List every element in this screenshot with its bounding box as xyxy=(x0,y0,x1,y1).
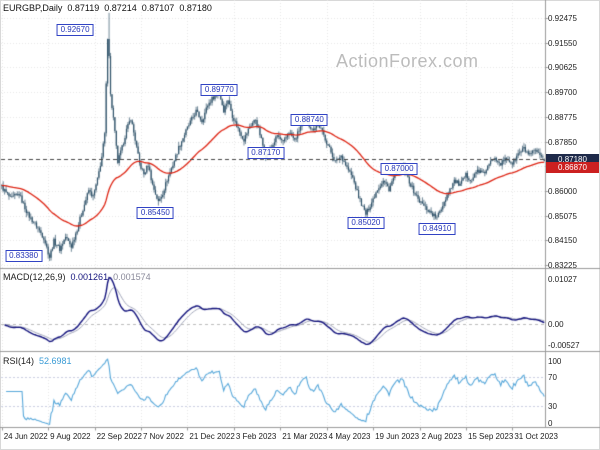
rsi-axis-label: 100 xyxy=(548,357,562,366)
quote-header: EURGBP,Daily 0.87119 0.87214 0.87107 0.8… xyxy=(3,3,212,13)
macd-indicator-name: MACD(12,26,9) xyxy=(3,272,66,282)
date-axis-label: 9 Aug 2022 xyxy=(50,432,91,441)
quote-high-value: 0.87214 xyxy=(104,3,137,13)
price-axis-label: 0.89700 xyxy=(548,88,577,98)
price-axis-label: 0.87850 xyxy=(548,137,577,147)
swing-price-annotation: 0.84910 xyxy=(418,223,456,235)
macd-axis-label: 0.01027 xyxy=(548,275,577,284)
swing-price-annotation: 0.85450 xyxy=(136,206,174,219)
swing-price-annotation: 0.85020 xyxy=(347,217,385,230)
price-axis-label: 0.92475 xyxy=(548,14,577,23)
price-axis-label: 0.84150 xyxy=(548,236,577,246)
rsi-indicator-name: RSI(14) xyxy=(3,356,35,366)
date-axis-label: 19 Jun 2023 xyxy=(375,432,420,441)
macd-panel-title: MACD(12,26,9) 0.001261 0.001574 xyxy=(3,272,151,282)
date-axis-label: 21 Dec 2022 xyxy=(189,432,235,441)
price-axis-label: 0.86000 xyxy=(548,186,577,196)
macd-main-value: 0.001261 xyxy=(70,272,109,282)
date-axis-label: 31 Oct 2023 xyxy=(514,432,558,441)
price-axis-label: 0.91550 xyxy=(548,38,577,48)
macd-axis-label: 0.00 xyxy=(548,320,564,330)
price-axis-label: 0.88775 xyxy=(548,112,577,122)
macd-axis-label: -0.00527 xyxy=(548,341,580,350)
date-axis-label: 22 Sep 2022 xyxy=(96,432,142,441)
date-axis-label: 7 Nov 2022 xyxy=(142,432,184,441)
date-axis-label: 4 May 2023 xyxy=(328,432,371,441)
rsi-axis-label: 70 xyxy=(548,373,557,383)
price-axis-label: 0.90625 xyxy=(548,63,577,73)
rsi-axis-label: 0 xyxy=(548,419,553,428)
watermark: ActionForex.com xyxy=(336,51,479,71)
price-axis-label: 0.83225 xyxy=(548,261,577,270)
rsi-panel-title: RSI(14) 52.6981 xyxy=(3,356,72,366)
swing-price-annotation: 0.88740 xyxy=(290,113,328,126)
symbol-timeframe-label: EURGBP,Daily xyxy=(3,3,63,13)
quote-low-value: 0.87107 xyxy=(141,3,175,13)
date-axis-label: 21 Mar 2023 xyxy=(282,432,328,441)
swing-price-annotation: 0.92670 xyxy=(56,23,94,36)
date-axis-label: 24 Jun 2022 xyxy=(3,432,48,441)
rsi-axis-label: 30 xyxy=(548,401,557,411)
moving-average-price-tag: 0.86870 xyxy=(546,162,599,174)
swing-price-annotation: 0.87000 xyxy=(380,163,418,176)
swing-price-annotation: 0.87170 xyxy=(247,146,285,159)
swing-price-annotation: 0.83380 xyxy=(5,249,43,262)
date-axis-label: 2 Aug 2023 xyxy=(421,432,462,441)
current-price-tag: 0.87180 xyxy=(546,153,599,165)
date-axis-label: 15 Sep 2023 xyxy=(467,432,514,441)
rsi-current-value: 52.6981 xyxy=(39,356,72,366)
quote-close-value: 0.87180 xyxy=(179,3,212,13)
swing-price-annotation: 0.89770 xyxy=(200,84,238,97)
date-axis-label: 3 Feb 2023 xyxy=(235,432,277,441)
macd-signal-value: 0.001574 xyxy=(113,272,151,282)
quote-open-value: 0.87119 xyxy=(67,3,100,13)
price-axis-label: 0.85075 xyxy=(548,211,577,221)
